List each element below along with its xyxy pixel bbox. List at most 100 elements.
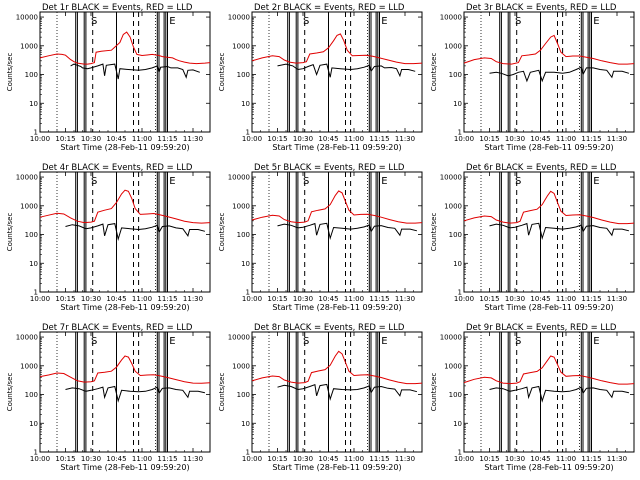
y-tick-label: 1000 xyxy=(20,42,38,50)
interval-end-letter: E xyxy=(593,16,599,27)
x-tick-label: 11:00 xyxy=(556,455,576,463)
y-tick-label: 10 xyxy=(453,420,462,428)
x-tick-label: 11:15 xyxy=(369,455,389,463)
x-tick-label: 10:00 xyxy=(242,455,262,463)
x-tick-label: 10:00 xyxy=(30,455,50,463)
events-curve xyxy=(277,222,418,240)
lld-curve xyxy=(463,190,635,225)
x-axis-label: Start Time (28-Feb-11 09:59:20) xyxy=(272,463,401,472)
lld-curve xyxy=(39,31,211,65)
y-tick-label: 1 xyxy=(458,289,462,297)
x-tick-label: 10:30 xyxy=(505,455,525,463)
y-tick-label: 10 xyxy=(29,420,38,428)
y-axis-label: Counts/sec xyxy=(430,213,438,252)
y-tick-label: 1 xyxy=(246,129,250,137)
interval-start-letter: S xyxy=(303,16,309,27)
y-tick-label: 10 xyxy=(453,100,462,108)
interval-start-letter: S xyxy=(303,176,309,187)
x-tick-label: 10:30 xyxy=(293,135,313,143)
x-tick-label: 11:00 xyxy=(132,455,152,463)
lld-curve xyxy=(463,355,635,385)
panel-title: Det 6r BLACK = Events, RED = LLD xyxy=(466,163,617,173)
lld-curve xyxy=(251,350,423,385)
x-tick-label: 10:45 xyxy=(530,455,550,463)
y-tick-label: 1 xyxy=(34,289,38,297)
y-tick-label: 100 xyxy=(449,231,462,239)
x-tick-label: 11:00 xyxy=(344,295,364,303)
x-tick-label: 10:45 xyxy=(318,455,338,463)
lld-curve xyxy=(463,34,635,65)
interval-start-letter: S xyxy=(91,176,97,187)
plot-frame xyxy=(39,11,211,133)
x-axis-label: Start Time (28-Feb-11 09:59:20) xyxy=(60,303,189,312)
y-tick-label: 10000 xyxy=(16,174,38,182)
lld-curve xyxy=(251,33,423,65)
interval-end-letter: E xyxy=(169,176,175,187)
y-tick-label: 10 xyxy=(29,100,38,108)
x-tick-label: 10:30 xyxy=(81,135,101,143)
lld-curve xyxy=(251,190,423,224)
x-tick-label: 10:30 xyxy=(293,455,313,463)
events-curve xyxy=(277,63,416,78)
y-tick-label: 100 xyxy=(237,231,250,239)
x-tick-label: 10:15 xyxy=(479,455,499,463)
x-tick-label: 11:15 xyxy=(157,455,177,463)
x-tick-label: 10:30 xyxy=(81,455,101,463)
panel-title: Det 1r BLACK = Events, RED = LLD xyxy=(42,3,193,13)
y-tick-label: 100 xyxy=(237,391,250,399)
y-tick-label: 10000 xyxy=(228,334,250,342)
x-tick-label: 10:15 xyxy=(267,455,287,463)
x-tick-label: 10:15 xyxy=(479,295,499,303)
x-tick-label: 11:30 xyxy=(607,135,627,143)
y-axis-label: Counts/sec xyxy=(6,53,14,92)
x-tick-label: 11:30 xyxy=(183,295,203,303)
interval-start-letter: S xyxy=(515,176,521,187)
x-tick-label: 11:15 xyxy=(581,455,601,463)
interval-end-letter: E xyxy=(169,16,175,27)
interval-start-letter: S xyxy=(515,16,521,27)
y-tick-label: 10000 xyxy=(440,14,462,22)
x-tick-label: 10:15 xyxy=(55,295,75,303)
x-tick-label: 11:15 xyxy=(369,295,389,303)
panel-title: Det 2r BLACK = Events, RED = LLD xyxy=(254,3,405,13)
y-tick-label: 1 xyxy=(34,129,38,137)
plot-frame xyxy=(251,11,423,133)
x-tick-label: 10:30 xyxy=(293,295,313,303)
x-tick-label: 10:45 xyxy=(530,295,550,303)
interval-start-letter: S xyxy=(91,336,97,347)
y-tick-label: 1000 xyxy=(232,362,250,370)
y-tick-label: 1000 xyxy=(232,42,250,50)
x-tick-label: 10:45 xyxy=(106,455,126,463)
interval-end-letter: E xyxy=(169,336,175,347)
events-curve xyxy=(65,385,206,403)
x-axis-label: Start Time (28-Feb-11 09:59:20) xyxy=(272,303,401,312)
x-tick-label: 11:30 xyxy=(183,135,203,143)
interval-end-letter: E xyxy=(593,336,599,347)
x-tick-label: 11:30 xyxy=(395,295,415,303)
x-tick-label: 11:15 xyxy=(157,135,177,143)
interval-start-letter: S xyxy=(515,336,521,347)
y-axis-label: Counts/sec xyxy=(218,373,226,412)
y-axis-label: Counts/sec xyxy=(218,53,226,92)
detector-panel-8: Det 8r BLACK = Events, RED = LLD 1 10 100 10… xyxy=(218,323,423,472)
x-tick-label: 11:30 xyxy=(607,295,627,303)
y-tick-label: 1000 xyxy=(444,42,462,50)
x-tick-label: 10:00 xyxy=(454,455,474,463)
x-tick-label: 10:45 xyxy=(106,295,126,303)
x-tick-label: 11:15 xyxy=(369,135,389,143)
x-tick-label: 11:30 xyxy=(395,135,415,143)
x-tick-label: 11:15 xyxy=(581,295,601,303)
y-axis-label: Counts/sec xyxy=(6,213,14,252)
y-tick-label: 10 xyxy=(453,260,462,268)
y-tick-label: 10000 xyxy=(228,14,250,22)
y-tick-label: 10 xyxy=(241,420,250,428)
detector-panel-2: Det 2r BLACK = Events, RED = LLD 1 10 100 10… xyxy=(218,3,423,152)
x-tick-label: 10:45 xyxy=(318,295,338,303)
x-tick-label: 10:15 xyxy=(55,455,75,463)
y-tick-label: 1000 xyxy=(20,202,38,210)
y-axis-label: Counts/sec xyxy=(430,373,438,412)
y-tick-label: 100 xyxy=(25,391,38,399)
x-tick-label: 10:30 xyxy=(505,295,525,303)
x-tick-label: 10:30 xyxy=(505,135,525,143)
x-tick-label: 11:00 xyxy=(344,135,364,143)
